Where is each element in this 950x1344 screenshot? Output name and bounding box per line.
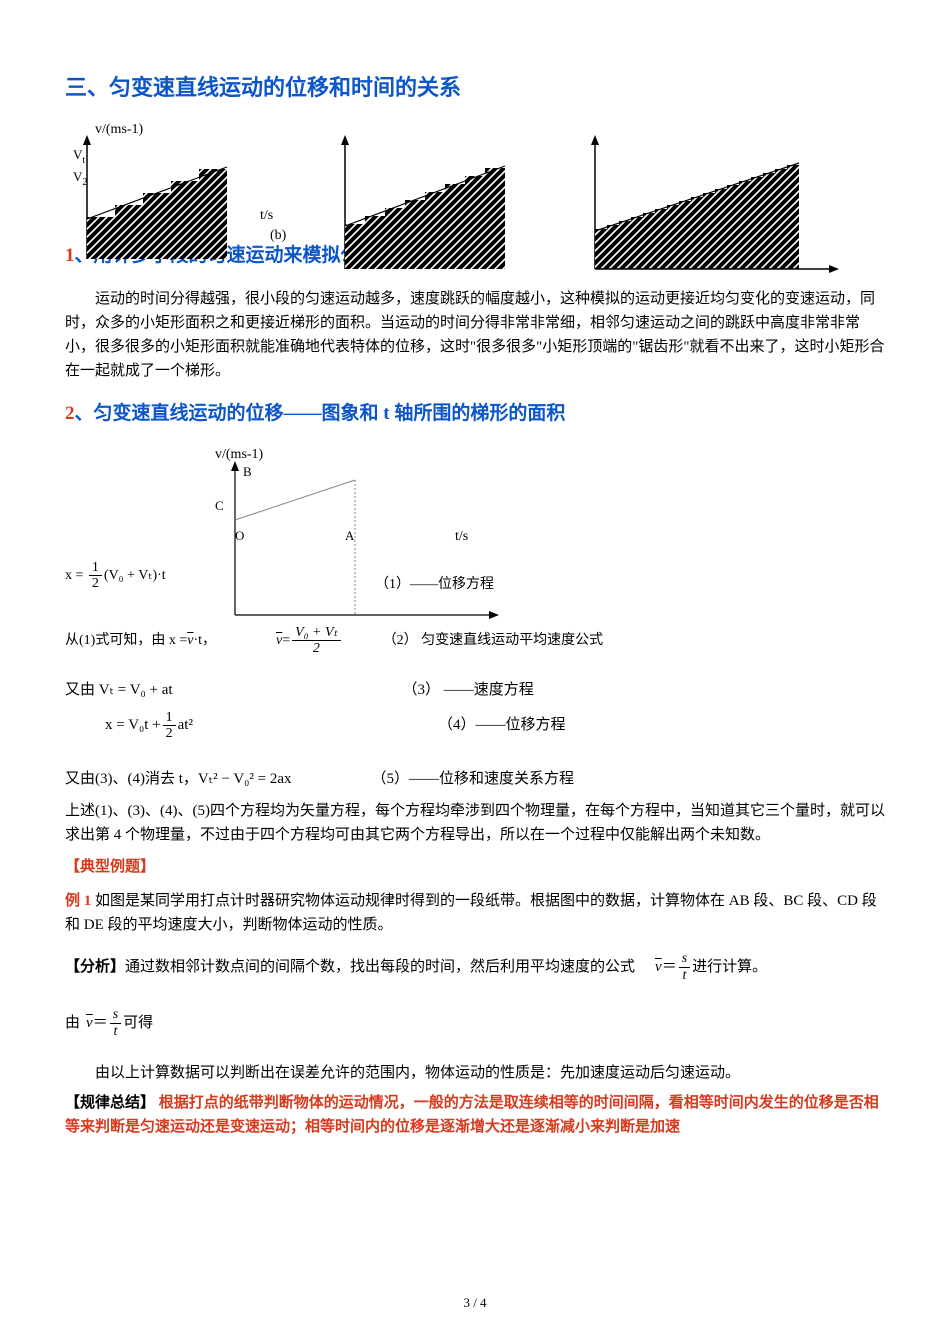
analysis-tail: 进行计算。 xyxy=(692,955,767,979)
eq4-lhs: x = V₀t + xyxy=(105,713,161,737)
frac-vs-2: st xyxy=(110,1007,121,1039)
h2-text: 、匀变速直线运动的位移——图象和 t 轴所围的梯形的面积 xyxy=(75,403,566,424)
sublabel-b: (b) xyxy=(270,228,287,243)
paragraph-1: 运动的时间分得越强，很小段的匀速运动越多，速度跳跃的幅度越小，这种模拟的运动更接… xyxy=(65,287,885,383)
analysis-label: 【分析】 xyxy=(65,955,125,979)
summary: 【规律总结】 根据打点的纸带判断物体的运动情况，一般的方法是取连续相等的时间间隔… xyxy=(65,1091,885,1139)
example-1: 例 1 如图是某同学用打点计时器研究物体运动规律时得到的一段纸带。根据图中的数据… xyxy=(65,889,885,937)
svg-text:B: B xyxy=(243,464,252,479)
ex1-label: 例 1 xyxy=(65,893,91,909)
examples-heading: 【典型例题】 xyxy=(65,859,155,875)
derive-suffix: 可得 xyxy=(123,1011,153,1035)
svg-text:Vt: Vt xyxy=(73,147,85,166)
svg-text:O: O xyxy=(235,528,244,543)
svg-text:A: A xyxy=(345,528,355,543)
equation-4: x = V₀t + 12 at² （4）——位移方程 xyxy=(105,710,885,742)
svg-text:t/s: t/s xyxy=(455,529,468,544)
vbar2: v xyxy=(86,1011,93,1035)
eq5-tag: （5）——位移和速度关系方程 xyxy=(372,767,575,791)
summary-text: 根据打点的纸带判断物体的运动情况，一般的方法是取连续相等的时间间隔，看相等时间内… xyxy=(65,1095,879,1135)
derive-prefix: 由 xyxy=(65,1011,80,1035)
svg-text:（1）——位移方程: （1）——位移方程 xyxy=(375,576,494,592)
vt-chart-c xyxy=(585,129,845,279)
charts-row: 1、用许多小段的匀速运动来模拟匀变速直线运动 v/(ms-1) Vt V2 t/… xyxy=(65,119,885,279)
equation-3: 又由 Vₜ = V₀ + at （3） ——速度方程 xyxy=(65,678,885,702)
trapezoid-diagram: v/(ms-1) B C O A t/s x = 12(V₀ + Vₜ)·t （… xyxy=(65,440,885,668)
analysis: 【分析】 通过数相邻计数点间的间隔个数，找出每段的时间，然后利用平均速度的公式 … xyxy=(65,951,885,983)
page-number: 3 / 4 xyxy=(463,1293,486,1314)
subsection-2: 2、匀变速直线运动的位移——图象和 t 轴所围的梯形的面积 xyxy=(65,399,885,429)
frac-vs: st xyxy=(679,951,690,983)
vt-chart-a: v/(ms-1) Vt V2 t/s (b) xyxy=(65,119,305,279)
eq3-text: 又由 Vₜ = V₀ + at xyxy=(65,678,173,702)
eq4-tag: （4）——位移方程 xyxy=(438,713,566,737)
eq4-rhs: at² xyxy=(178,713,193,737)
conclusion: 由以上计算数据可以判断出在误差允许的范围内，物体运动的性质是：先加速度运动后匀速… xyxy=(65,1061,885,1085)
summary-label: 【规律总结】 xyxy=(65,1095,155,1111)
svg-text:C: C xyxy=(215,498,224,513)
vbar: v xyxy=(655,955,662,979)
svg-text:v/(ms-1): v/(ms-1) xyxy=(215,447,264,462)
eq5-text: 又由(3)、(4)消去 t，Vₜ² − V₀² = 2ax xyxy=(65,767,292,791)
ex1-text: 如图是某同学用打点计时器研究物体运动规律时得到的一段纸带。根据图中的数据，计算物… xyxy=(65,893,877,933)
derive: 由 v＝ st 可得 xyxy=(65,1007,885,1039)
xlabel: t/s xyxy=(260,208,273,223)
eq3-tag: （3） ——速度方程 xyxy=(403,678,534,702)
vt-chart-b xyxy=(335,129,555,279)
section-title: 三、匀变速直线运动的位移和时间的关系 xyxy=(65,70,885,105)
ylabel: v/(ms-1) xyxy=(95,122,144,137)
eq4-frac: 12 xyxy=(163,710,176,742)
svg-text:V2: V2 xyxy=(73,169,87,188)
paragraph-2: 上述(1)、(3)、(4)、(5)四个方程均为矢量方程，每个方程均牵涉到四个物理… xyxy=(65,799,885,847)
analysis-text: 通过数相邻计数点间的间隔个数，找出每段的时间，然后利用平均速度的公式 xyxy=(125,955,635,979)
h2-num: 2 xyxy=(65,403,75,424)
equation-5: 又由(3)、(4)消去 t，Vₜ² − V₀² = 2ax （5）——位移和速度… xyxy=(65,767,885,791)
